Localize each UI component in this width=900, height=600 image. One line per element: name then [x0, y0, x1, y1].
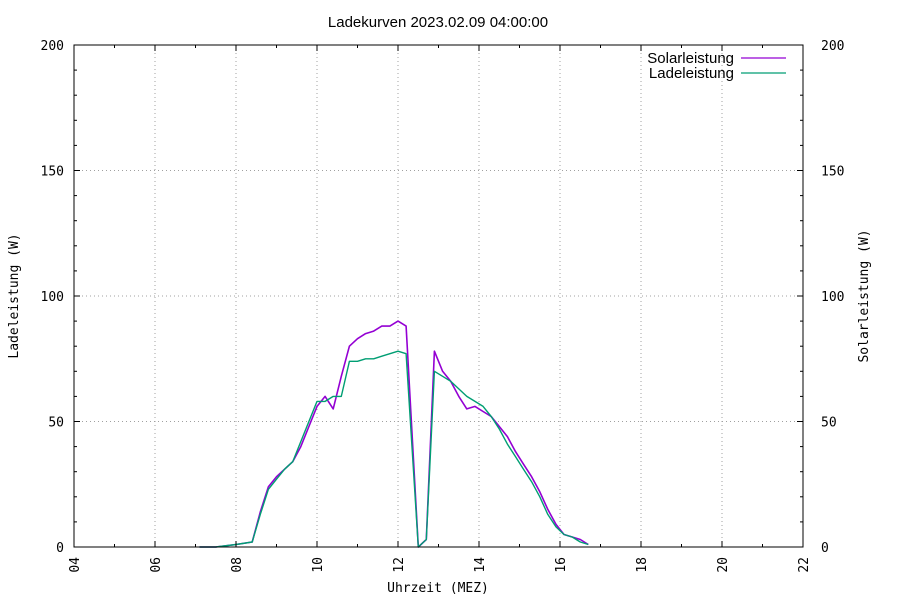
- y-tick-label-right: 50: [821, 416, 837, 431]
- legend-label: Solarleistung: [647, 50, 734, 67]
- axis-ticks: 04 06 08 10 12 14 16 18 20 22 0 0 50 50 100 100 150 150 20…: [41, 39, 845, 573]
- series-line-ladeleistung: [199, 350, 589, 548]
- x-tick-label: 04: [68, 557, 83, 573]
- x-tick-label: 06: [149, 557, 164, 573]
- y-tick-label-left: 50: [48, 416, 64, 431]
- series-line-solarleistung: [199, 320, 589, 548]
- y-tick-label-left: 0: [56, 541, 64, 556]
- x-tick-label: 12: [392, 557, 407, 573]
- x-tick-label: 20: [716, 557, 731, 573]
- chart-title: Ladekurven 2023.02.09 04:00:00: [328, 14, 548, 31]
- y-tick-label-right: 150: [821, 165, 844, 180]
- y-tick-label-left: 150: [41, 165, 64, 180]
- y-tick-label-left: 100: [41, 290, 64, 305]
- x-tick-label: 14: [473, 557, 488, 573]
- y-axis-label-left: Ladeleistung (W): [7, 233, 22, 358]
- y-tick-label-left: 200: [41, 39, 64, 54]
- x-tick-label: 08: [230, 557, 245, 573]
- x-tick-label: 10: [311, 557, 326, 573]
- y-tick-label-right: 100: [821, 290, 844, 305]
- grid: [74, 45, 803, 547]
- y-axis-label-right: Solarleistung (W): [857, 229, 872, 362]
- series-group: [199, 320, 589, 548]
- y-tick-label-right: 200: [821, 39, 844, 54]
- x-tick-label: 22: [797, 557, 812, 573]
- x-tick-label: 16: [554, 557, 569, 573]
- x-tick-label: 18: [635, 557, 650, 573]
- x-axis-label: Uhrzeit (MEZ): [387, 581, 489, 596]
- legend-label: Ladeleistung: [649, 65, 734, 82]
- y-tick-label-right: 0: [821, 541, 829, 556]
